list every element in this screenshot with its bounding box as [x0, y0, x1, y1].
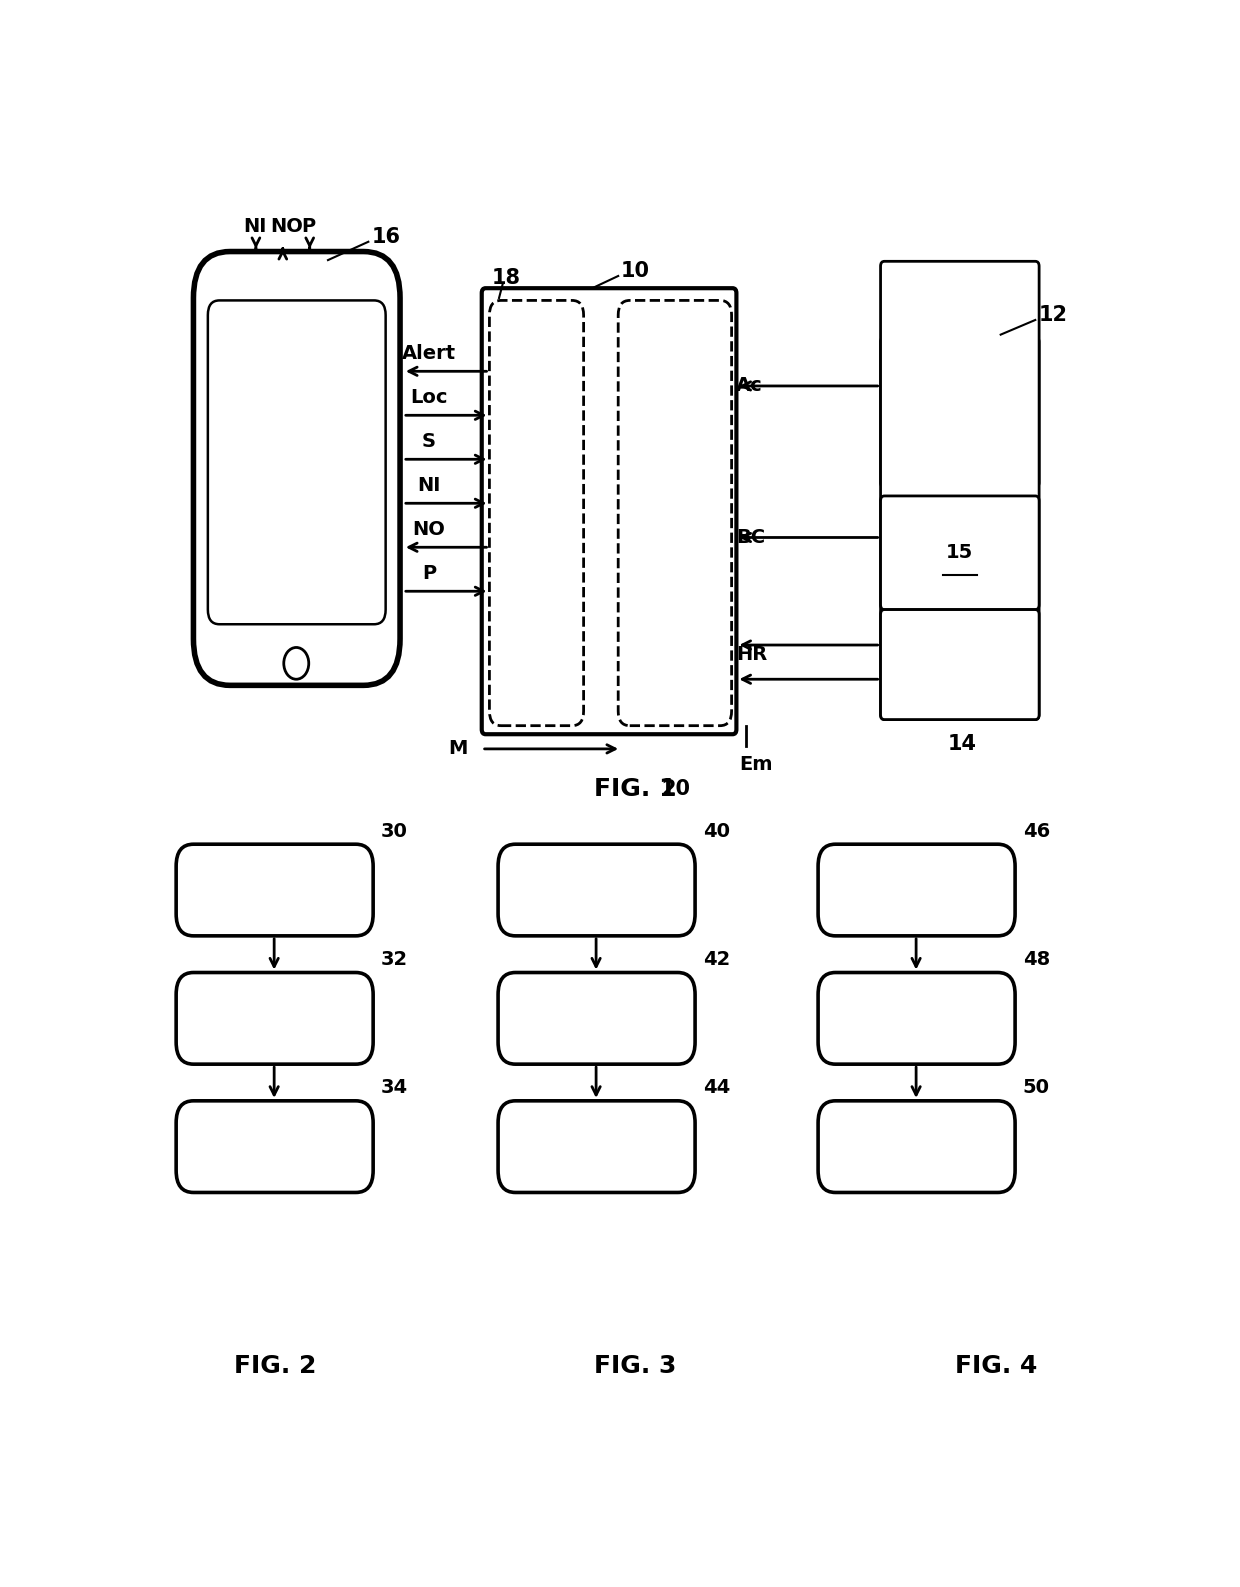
Text: P: P: [301, 217, 315, 235]
Text: 30: 30: [381, 822, 408, 841]
FancyBboxPatch shape: [193, 252, 401, 686]
Text: NI: NI: [417, 476, 440, 495]
Text: S: S: [422, 432, 436, 451]
Text: 50: 50: [1023, 1078, 1050, 1097]
Text: 20: 20: [661, 779, 691, 800]
Text: M: M: [448, 740, 467, 759]
Text: Em: Em: [739, 755, 773, 774]
FancyBboxPatch shape: [880, 609, 1039, 719]
Text: HR: HR: [737, 646, 768, 665]
FancyBboxPatch shape: [498, 844, 696, 936]
FancyBboxPatch shape: [498, 973, 696, 1065]
FancyBboxPatch shape: [880, 495, 1039, 609]
Text: 14: 14: [947, 735, 977, 754]
FancyBboxPatch shape: [208, 300, 386, 624]
FancyBboxPatch shape: [498, 1101, 696, 1192]
FancyBboxPatch shape: [880, 262, 1039, 719]
FancyBboxPatch shape: [490, 300, 584, 725]
Text: 18: 18: [491, 268, 521, 289]
Text: NO: NO: [413, 519, 445, 538]
Text: P: P: [422, 563, 436, 582]
Text: Alert: Alert: [402, 344, 456, 363]
Text: 46: 46: [1023, 822, 1050, 841]
FancyBboxPatch shape: [176, 1101, 373, 1192]
Text: 42: 42: [703, 951, 730, 968]
Text: FIG. 4: FIG. 4: [955, 1354, 1037, 1378]
Text: Ac: Ac: [737, 376, 763, 395]
Text: BC: BC: [737, 528, 765, 548]
Text: 32: 32: [381, 951, 408, 968]
Text: 40: 40: [703, 822, 730, 841]
FancyBboxPatch shape: [818, 1101, 1016, 1192]
FancyBboxPatch shape: [818, 844, 1016, 936]
FancyBboxPatch shape: [481, 289, 737, 735]
FancyBboxPatch shape: [176, 844, 373, 936]
Circle shape: [284, 647, 309, 679]
Text: FIG. 1: FIG. 1: [594, 778, 677, 801]
Text: 34: 34: [381, 1078, 408, 1097]
Text: NO: NO: [270, 217, 304, 235]
Text: NI: NI: [243, 217, 267, 235]
FancyBboxPatch shape: [818, 973, 1016, 1065]
FancyBboxPatch shape: [176, 973, 373, 1065]
Text: Loc: Loc: [410, 387, 448, 406]
Text: 16: 16: [371, 227, 401, 248]
Text: FIG. 2: FIG. 2: [234, 1354, 316, 1378]
Text: 48: 48: [1023, 951, 1050, 968]
FancyBboxPatch shape: [619, 300, 732, 725]
Text: 44: 44: [703, 1078, 730, 1097]
Text: 10: 10: [621, 262, 650, 281]
Text: 12: 12: [1039, 305, 1068, 325]
FancyBboxPatch shape: [880, 336, 1039, 487]
Text: FIG. 3: FIG. 3: [594, 1354, 677, 1378]
Text: 15: 15: [946, 543, 973, 562]
